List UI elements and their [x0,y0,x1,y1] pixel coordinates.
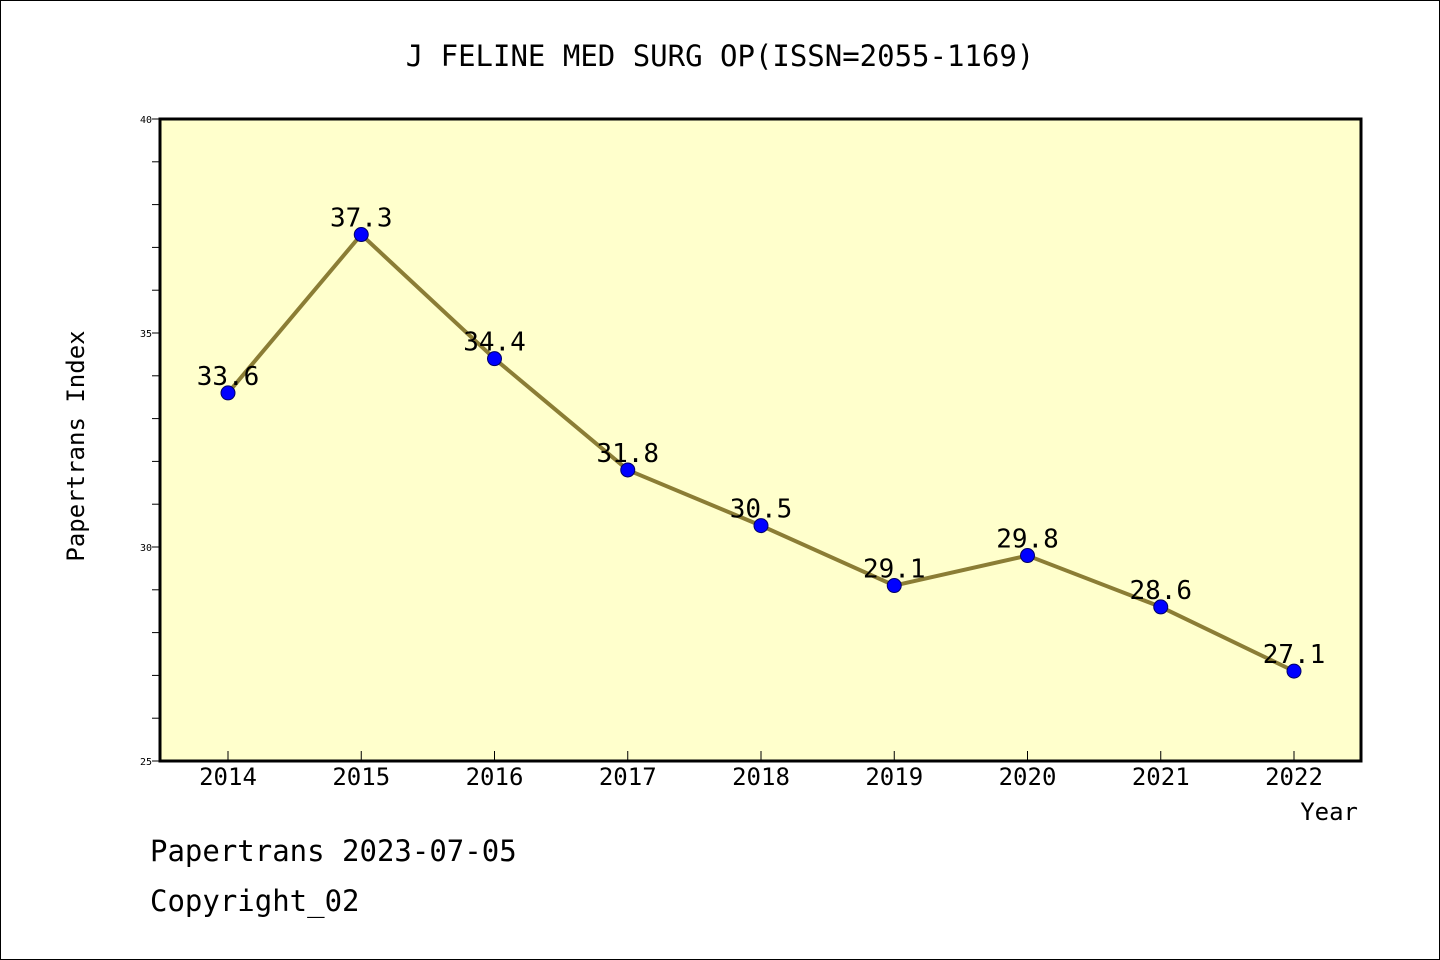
x-axis-label: Year [1300,798,1358,826]
x-tick-label: 2018 [732,763,790,791]
data-label: 34.4 [463,328,526,358]
data-label: 27.1 [1263,640,1326,670]
data-label: 30.5 [730,495,793,525]
x-tick-label: 2021 [1132,763,1190,791]
y-axis-label: Papertrans Index [62,330,90,561]
data-point [753,518,769,534]
x-tick-label: 2022 [1265,763,1323,791]
y-tick-label: 25 [140,757,152,768]
chart-title: J FELINE MED SURG OP(ISSN=2055-1169) [406,39,1035,73]
data-label: 28.6 [1129,576,1192,606]
x-axis-ticks: 2014 2015 2016 2017 2018 2019 2020 2021 2022 [199,751,1323,791]
data-label: 29.8 [996,525,1059,555]
data-point [1286,663,1302,679]
data-point [353,227,369,243]
series-group [220,227,1302,679]
data-point [620,462,636,478]
y-tick-label: 35 [140,329,152,340]
data-label: 29.1 [863,555,926,585]
y-axis-ticks: 25 30 35 40 [140,115,160,768]
y-tick-label: 30 [140,543,152,554]
data-point [886,578,902,594]
x-tick-label: 2015 [332,763,390,791]
data-labels: 33.6 37.3 34.4 31.8 30.5 29.1 29.8 28.6 27.1 [197,204,1326,671]
data-point [220,385,236,401]
data-label: 37.3 [330,204,393,234]
data-point [1153,599,1169,615]
x-tick-label: 2016 [466,763,524,791]
footer-date: Papertrans 2023-07-05 [150,834,517,868]
data-point [1020,548,1035,564]
plot-area [158,117,1363,763]
y-tick-label: 40 [140,115,152,126]
data-label: 33.6 [197,362,260,392]
footer-copyright: Copyright_02 [150,884,360,918]
x-tick-label: 2017 [599,763,657,791]
x-tick-label: 2019 [865,763,923,791]
data-point [487,351,502,367]
data-label: 31.8 [596,439,659,469]
x-tick-label: 2014 [199,763,257,791]
x-tick-label: 2020 [999,763,1057,791]
